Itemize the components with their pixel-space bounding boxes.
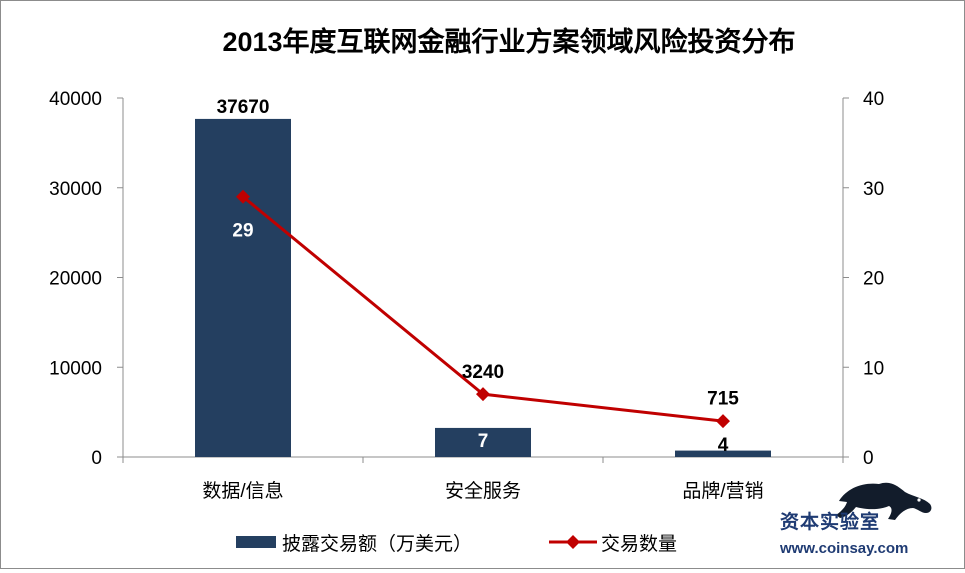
y-left-tick-label: 20000	[49, 269, 102, 290]
bar-value-label: 37670	[217, 97, 270, 118]
panther-logo-icon	[836, 482, 932, 520]
legend-line-marker	[566, 535, 580, 549]
x-category-label: 安全服务	[445, 480, 521, 502]
bar-value-label: 3240	[462, 362, 504, 383]
legend: 披露交易额（万美元） 交易数量	[236, 533, 677, 555]
y-left-tick-label: 10000	[49, 358, 102, 379]
x-category-label: 数据/信息	[202, 480, 283, 502]
y-left-tick-label: 0	[91, 448, 102, 469]
bar-series	[195, 118, 771, 458]
y-right-tick-label: 20	[863, 269, 884, 290]
bar-value-label: 715	[707, 389, 739, 410]
bar	[435, 427, 531, 457]
legend-bar-label: 披露交易额（万美元）	[282, 533, 472, 555]
bar	[195, 118, 291, 458]
watermark-name: 资本实验室	[780, 510, 880, 533]
y-left-tick-label: 40000	[49, 89, 102, 110]
y-right-tick-label: 10	[863, 358, 884, 379]
data-labels: 37670 3240 715 29 7 4	[217, 97, 740, 456]
bar	[675, 450, 771, 457]
line-series	[236, 189, 730, 429]
y-right-tick-label: 0	[863, 448, 874, 469]
watermark-url: www.coinsay.com	[779, 540, 908, 557]
y-right-tick-label: 30	[863, 179, 884, 200]
line-point	[716, 414, 730, 429]
panther-eye-icon	[917, 498, 921, 502]
legend-line-label: 交易数量	[601, 533, 677, 555]
x-category-label: 品牌/营销	[682, 480, 763, 502]
y-left-tick-label: 30000	[49, 179, 102, 200]
line-value-label: 7	[478, 431, 489, 452]
line-value-label: 29	[232, 221, 253, 242]
legend-bar-swatch	[236, 536, 276, 548]
line-point	[476, 387, 490, 402]
line-point	[236, 189, 250, 204]
watermark: 资本实验室 www.coinsay.com	[779, 482, 932, 557]
line-value-label: 4	[718, 435, 729, 456]
chart-title: 2013年度互联网金融行业方案领域风险投资分布	[222, 26, 795, 57]
y-right-tick-label: 40	[863, 89, 884, 110]
